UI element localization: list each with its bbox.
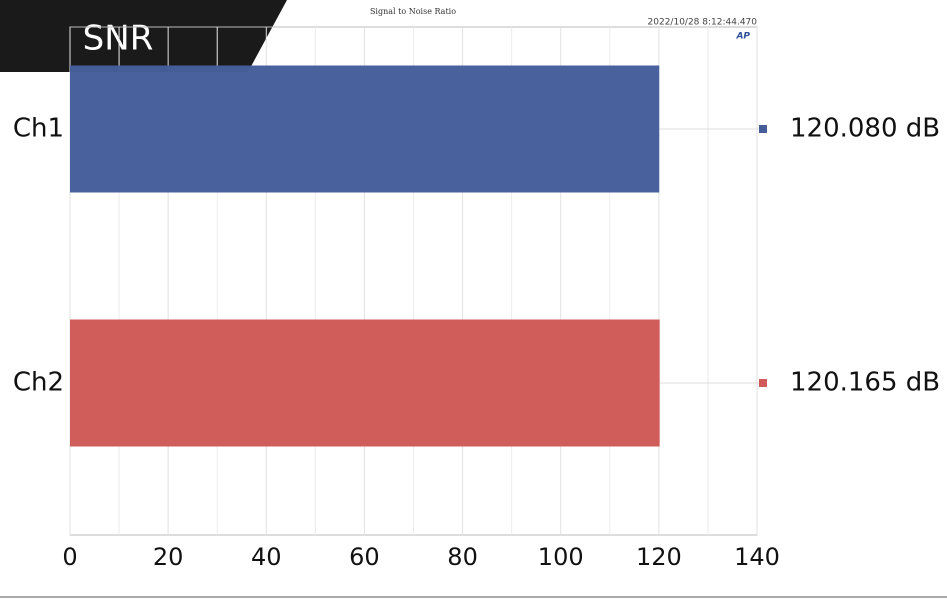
category-label: Ch2 bbox=[13, 368, 64, 398]
x-tick-label: 0 bbox=[62, 543, 77, 571]
logo: AP bbox=[735, 32, 750, 42]
bar bbox=[70, 319, 660, 447]
x-tick-label: 40 bbox=[251, 543, 282, 571]
chart-title: Signal to Noise Ratio bbox=[370, 7, 456, 16]
value-label: 120.165 dB bbox=[790, 368, 940, 398]
x-tick-label: 20 bbox=[153, 543, 184, 571]
x-tick-label: 80 bbox=[447, 543, 478, 571]
marks: Ch1 120.080 dB Ch2 120.165 dB bbox=[13, 65, 940, 447]
category-label: Ch1 bbox=[13, 114, 64, 144]
bar bbox=[70, 65, 660, 193]
badge: SNR bbox=[83, 19, 154, 59]
legend-swatch bbox=[759, 379, 767, 387]
legend-swatch bbox=[759, 125, 767, 133]
x-tick-label: 60 bbox=[349, 543, 380, 571]
x-tick-label: 120 bbox=[636, 543, 682, 571]
x-tick-label: 100 bbox=[538, 543, 584, 571]
value-label: 120.080 dB bbox=[790, 114, 940, 144]
badge-bg bbox=[0, 0, 287, 72]
timestamp: 2022/10/28 8:12:44.470 bbox=[648, 18, 758, 28]
x-tick-label: 140 bbox=[734, 543, 780, 571]
